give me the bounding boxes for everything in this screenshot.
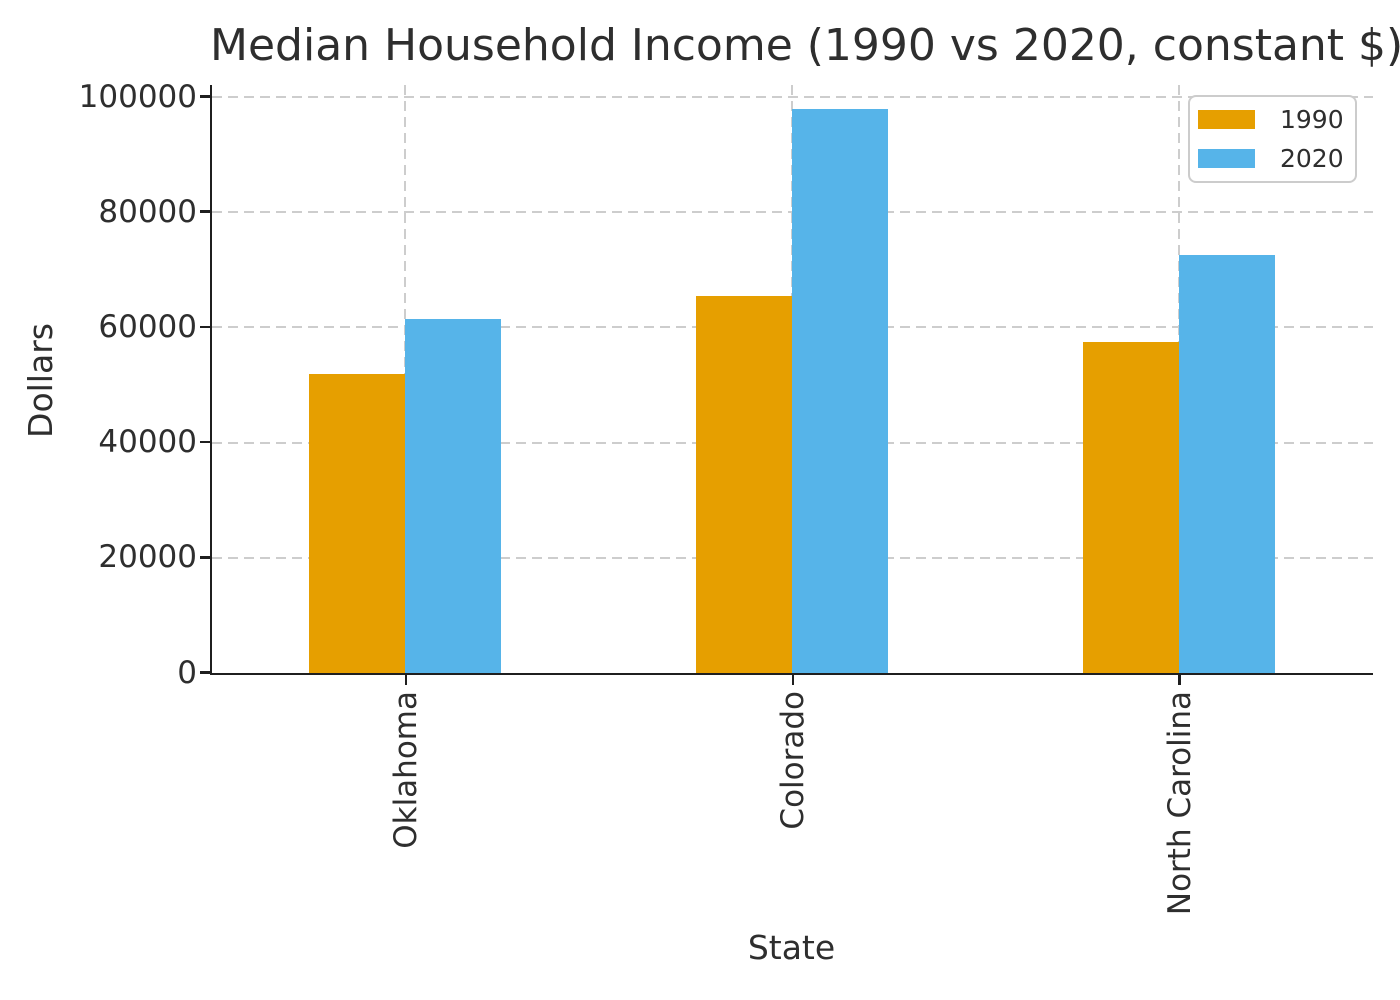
x-tick-north-carolina xyxy=(1178,675,1181,685)
y-tick-60000 xyxy=(200,325,210,329)
legend-label-1990: 1990 xyxy=(1280,104,1344,134)
y-tick-20000 xyxy=(200,556,210,559)
x-tick-label-oklahoma: Oklahoma xyxy=(387,691,424,849)
y-axis-label-box: Dollars xyxy=(18,85,62,675)
bar-2020-colorado xyxy=(792,108,889,673)
bar-1990-north-carolina xyxy=(1083,341,1180,673)
y-tick-label-20000: 20000 xyxy=(98,539,197,576)
y-tick-label-60000: 60000 xyxy=(98,308,197,345)
legend-swatch-2020 xyxy=(1198,149,1255,168)
y-tick-40000 xyxy=(200,440,210,444)
legend-item-1990: 1990 xyxy=(1198,105,1355,135)
bar-1990-colorado xyxy=(696,295,793,673)
x-tick-colorado xyxy=(791,675,794,685)
y-tick-80000 xyxy=(200,210,210,213)
y-tick-0 xyxy=(200,671,210,674)
plot-inner xyxy=(212,85,1373,673)
y-tick-label-40000: 40000 xyxy=(98,424,197,461)
x-axis-label: State xyxy=(747,928,836,967)
plot-area xyxy=(210,85,1373,675)
y-tick-label-0: 0 xyxy=(177,654,197,691)
x-tick-label-colorado: Colorado xyxy=(774,691,811,830)
y-tick-label-100000: 100000 xyxy=(78,78,197,115)
x-tick-label-north-carolina: North Carolina xyxy=(1161,691,1198,916)
bar-2020-oklahoma xyxy=(405,318,502,673)
y-tick-100000 xyxy=(200,95,210,98)
legend-swatch-1990 xyxy=(1198,110,1255,129)
legend-label-2020: 2020 xyxy=(1280,143,1344,173)
x-tick-oklahoma xyxy=(404,675,408,685)
bar-2020-north-carolina xyxy=(1179,255,1276,673)
legend-item-2020: 2020 xyxy=(1198,144,1355,174)
bar-1990-oklahoma xyxy=(309,373,406,673)
legend: 1990 2020 xyxy=(1188,95,1357,183)
y-tick-label-80000: 80000 xyxy=(98,193,197,230)
chart-title: Median Household Income (1990 vs 2020, c… xyxy=(210,20,1400,71)
